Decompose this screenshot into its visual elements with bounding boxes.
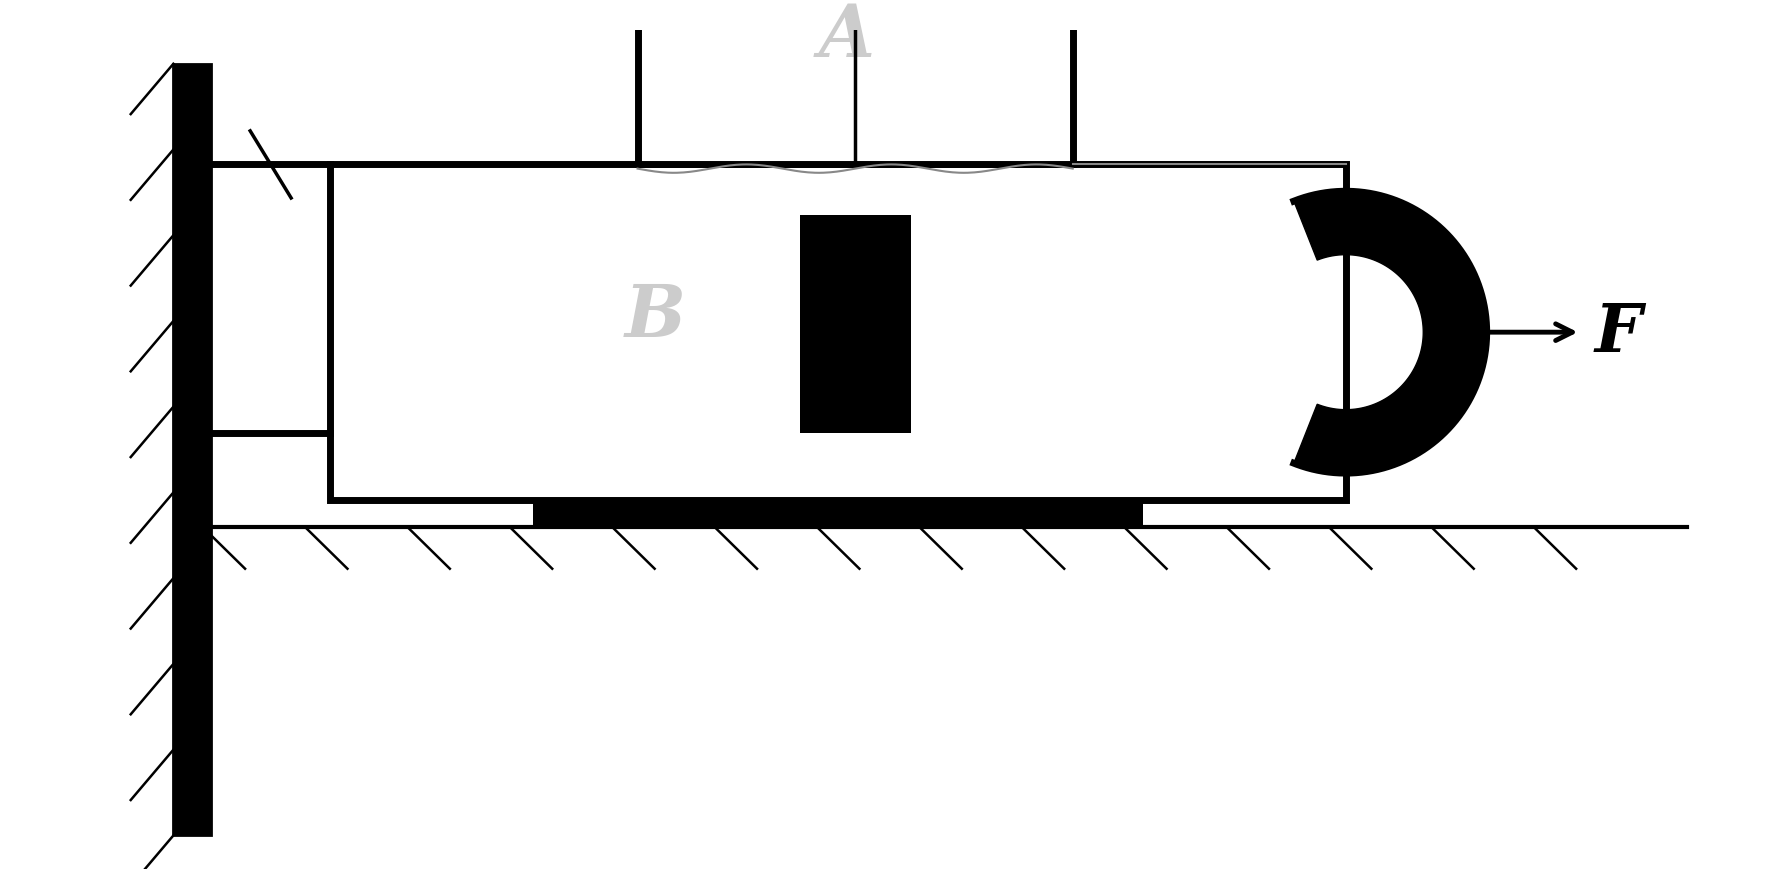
Bar [173,64,211,835]
Bar [637,0,1073,165]
Bar [800,216,910,434]
Bar [533,501,1143,527]
Text: B: B [625,281,685,351]
Text: A: A [818,1,874,72]
Text: F: F [1595,301,1641,365]
Polygon shape [1294,192,1487,474]
Bar [331,165,1345,501]
